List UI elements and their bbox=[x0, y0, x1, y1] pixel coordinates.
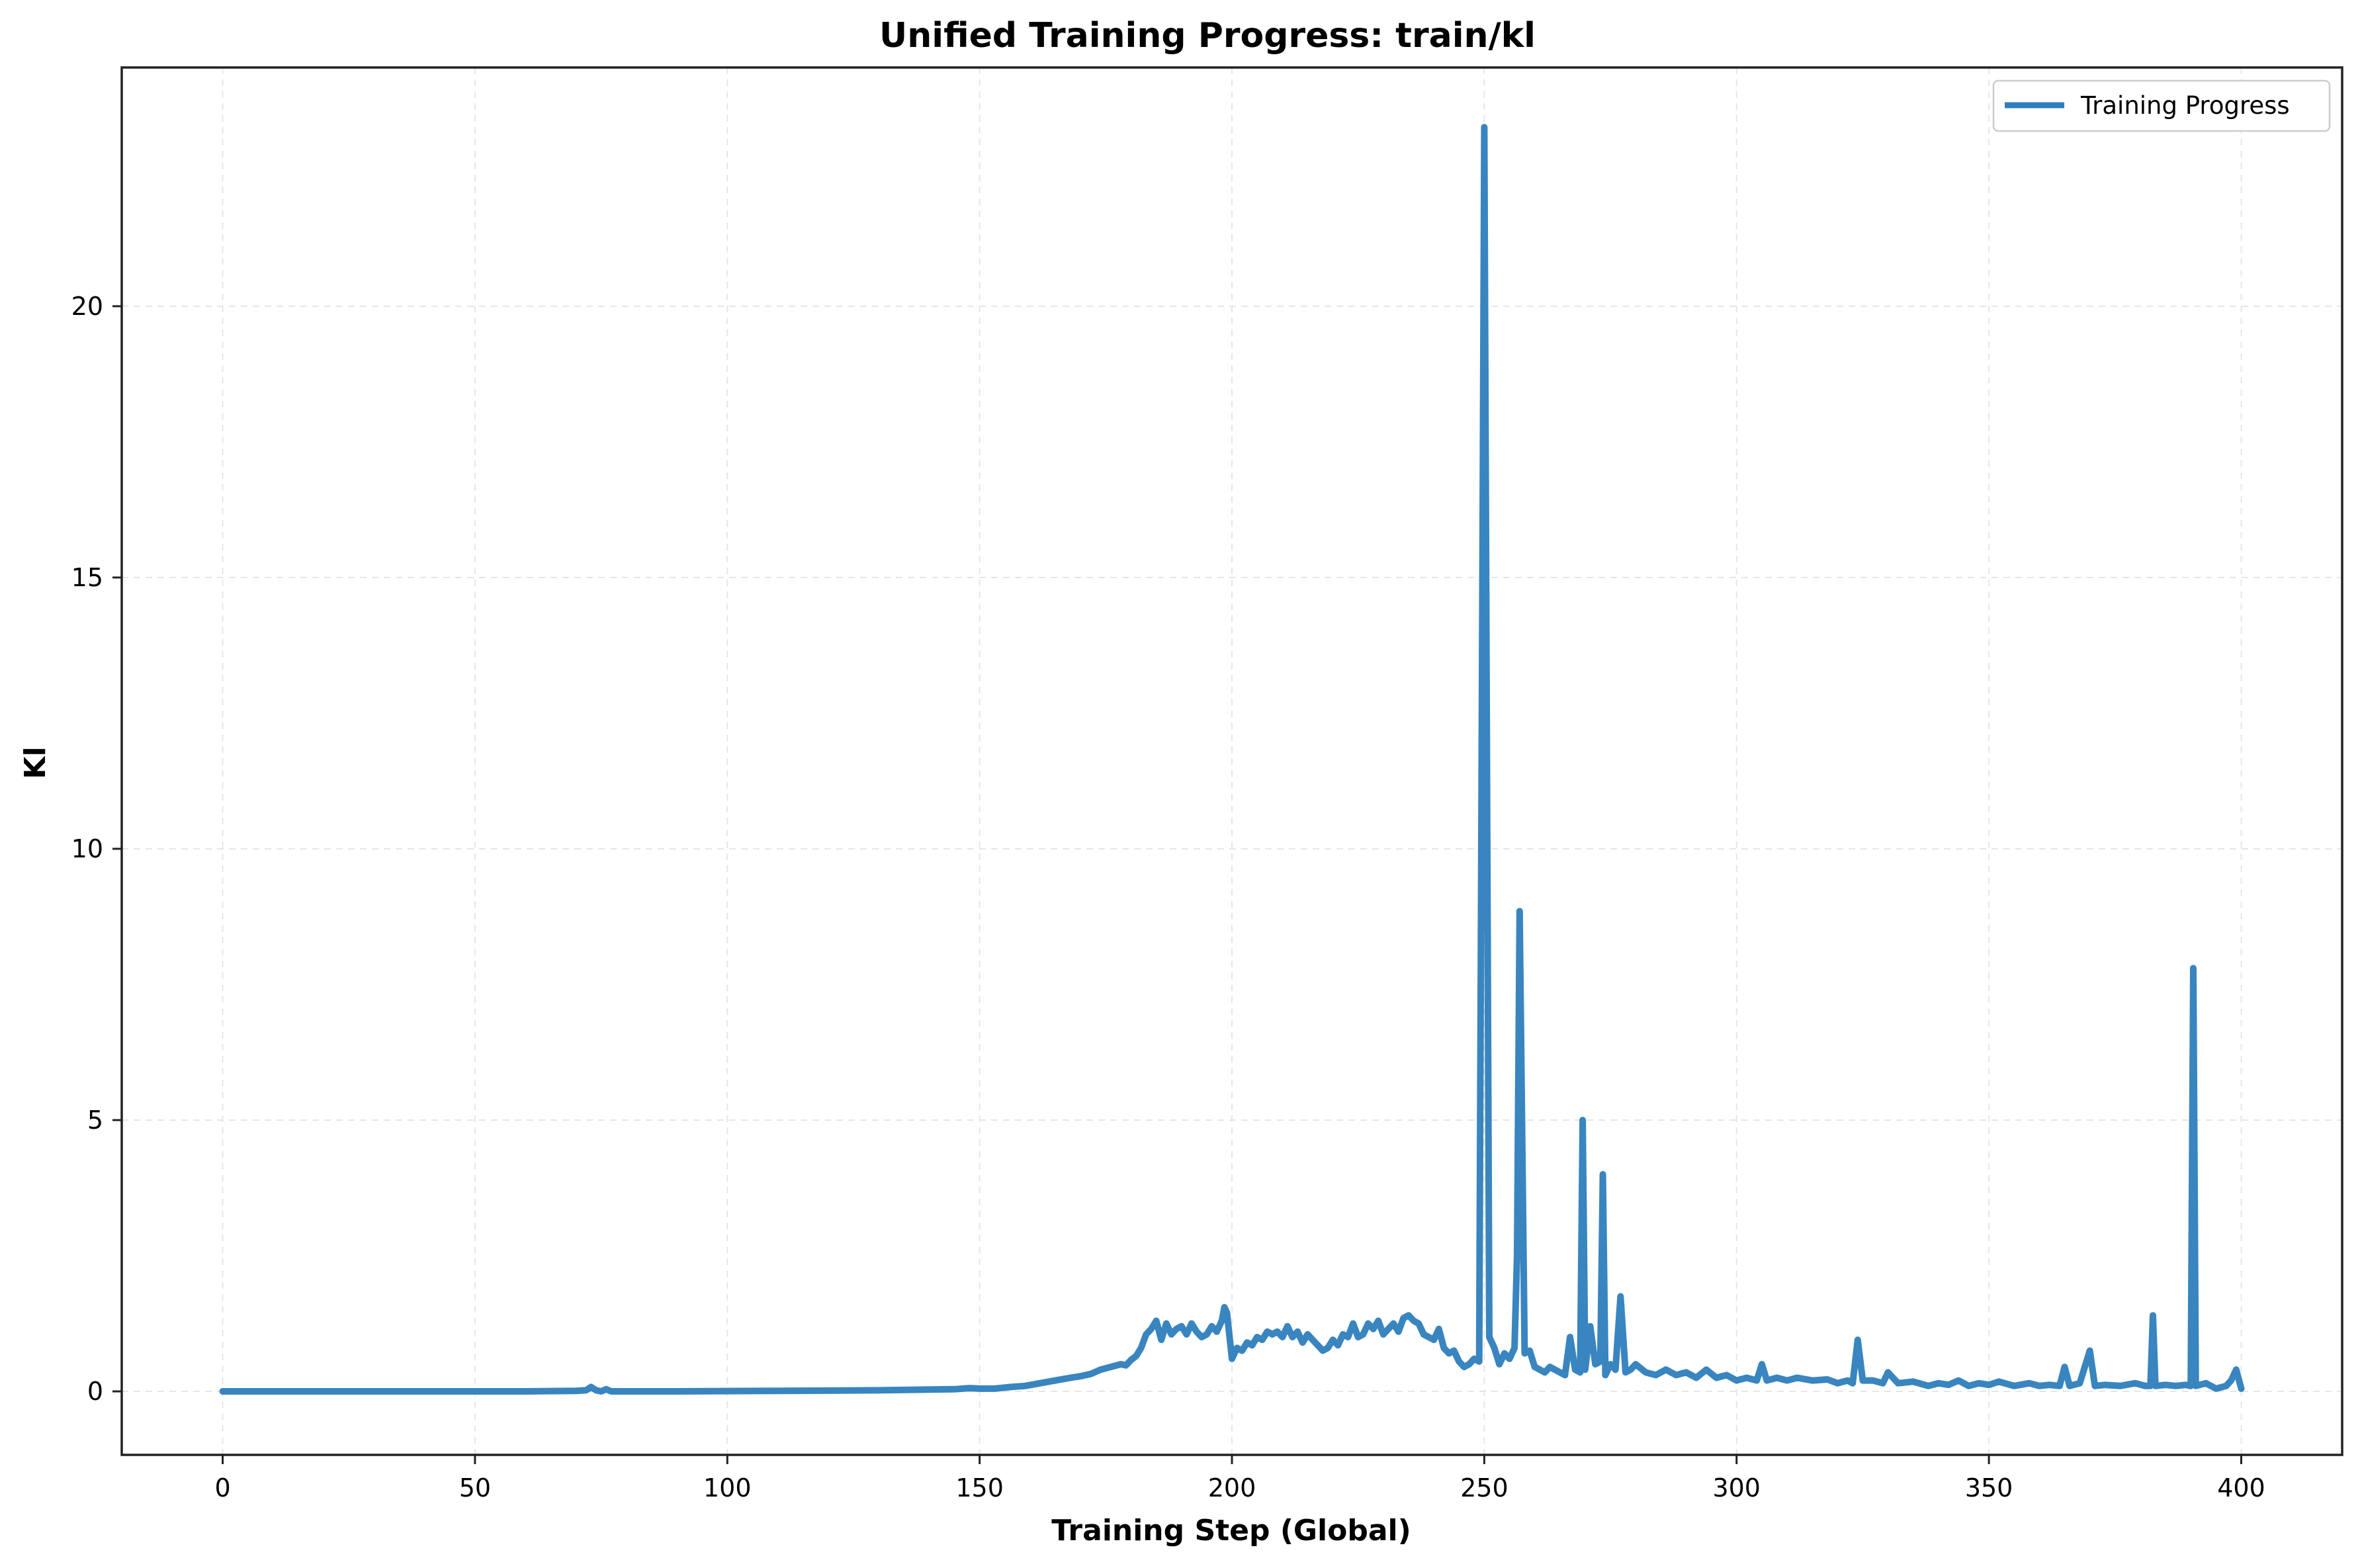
y-axis: 0 5 10 15 20 bbox=[71, 292, 122, 1406]
y-tick-label: 15 bbox=[71, 563, 103, 592]
y-axis-title: Kl bbox=[19, 746, 52, 779]
x-axis: 0 50 100 150 200 250 300 350 400 bbox=[214, 1455, 2265, 1503]
y-tick-label: 0 bbox=[87, 1377, 103, 1406]
chart-title: Unified Training Progress: train/kl bbox=[879, 16, 1536, 56]
x-tick-label: 0 bbox=[214, 1473, 230, 1503]
series-line-0 bbox=[219, 124, 2245, 1395]
x-axis-title: Training Step (Global) bbox=[1051, 1514, 1411, 1547]
x-tick-label: 300 bbox=[1712, 1473, 1761, 1503]
x-tick-label: 50 bbox=[459, 1473, 491, 1503]
legend-label: Training Progress bbox=[2080, 91, 2290, 120]
series-layer bbox=[219, 124, 2245, 1395]
x-tick-label: 250 bbox=[1460, 1473, 1509, 1503]
x-tick-label: 200 bbox=[1208, 1473, 1256, 1503]
x-tick-label: 350 bbox=[1965, 1473, 2013, 1503]
y-tick-label: 20 bbox=[71, 292, 103, 321]
y-tick-label: 5 bbox=[87, 1106, 103, 1135]
x-tick-label: 400 bbox=[2217, 1473, 2265, 1503]
y-tick-label: 10 bbox=[71, 834, 103, 863]
x-tick-label: 100 bbox=[703, 1473, 752, 1503]
legend-box bbox=[1992, 79, 2331, 132]
legend: Training Progress bbox=[1992, 79, 2331, 132]
x-tick-label: 150 bbox=[955, 1473, 1004, 1503]
